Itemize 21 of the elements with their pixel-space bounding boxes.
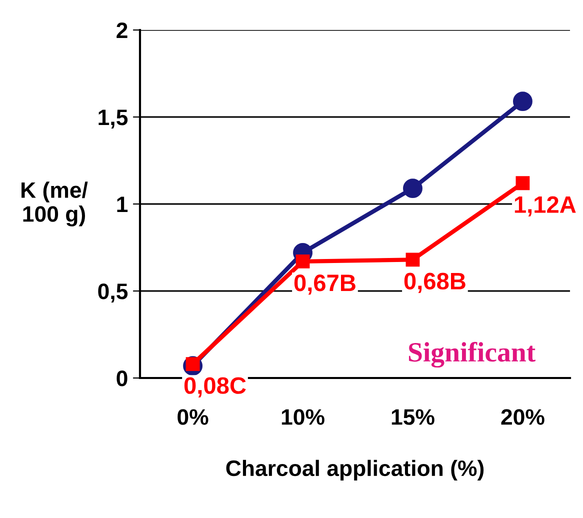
y-tick-label: 2 <box>116 22 128 38</box>
data-label: 1,12A <box>514 196 576 216</box>
x-axis-title: Charcoal application (%) <box>226 460 484 481</box>
x-tick-label: 0% <box>178 409 208 425</box>
data-label: 0,08C <box>184 377 246 398</box>
data-label: 0,68B <box>404 272 466 293</box>
x-tick-label: 15% <box>392 409 434 425</box>
annotation: Significant <box>408 342 536 368</box>
x-tick-label: 10% <box>282 409 324 425</box>
point <box>406 252 420 267</box>
x-tick-label: 20% <box>501 409 544 425</box>
y-axis-title: K (me/ 100 g) <box>22 182 88 226</box>
y-tick-label: 1,5 <box>98 110 128 128</box>
data-label: 0,67B <box>294 274 356 295</box>
y-tick-label: 0,5 <box>98 284 128 302</box>
point <box>512 92 532 112</box>
y-tick-label: 1 <box>117 196 128 212</box>
y-tick-label: 0 <box>116 370 128 386</box>
point <box>516 176 530 190</box>
point <box>403 178 422 198</box>
point <box>296 254 310 268</box>
